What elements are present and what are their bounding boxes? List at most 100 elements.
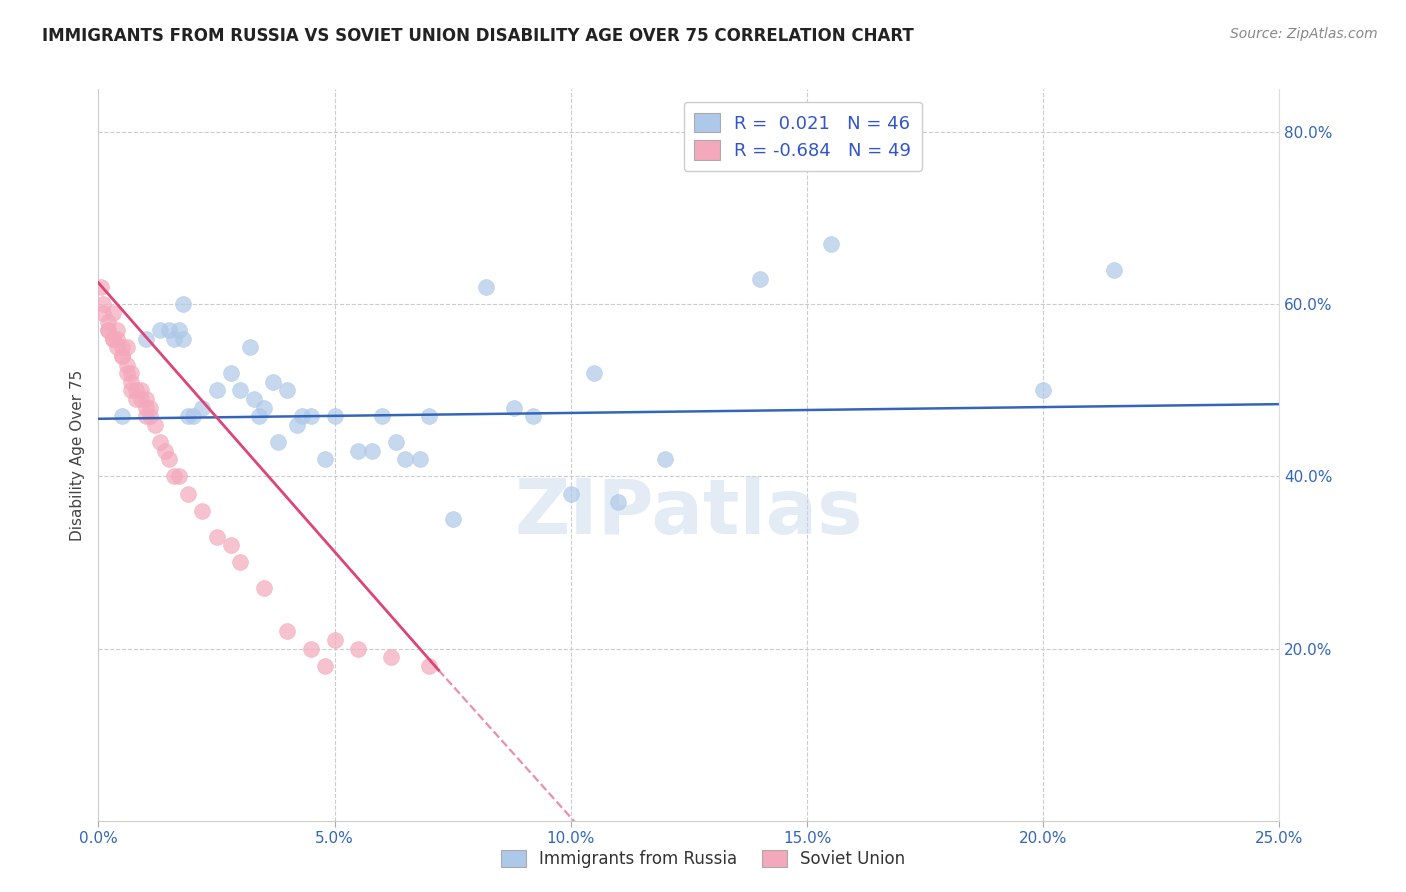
- Point: [91, 297, 114, 311]
- Point: [135, 401, 157, 415]
- Point: [276, 384, 298, 398]
- Point: [247, 409, 270, 424]
- Point: [115, 340, 138, 354]
- Point: [111, 349, 134, 363]
- Point: [380, 650, 402, 665]
- Point: [111, 349, 134, 363]
- Point: [135, 409, 157, 424]
- Text: ZIPatlas: ZIPatlas: [515, 476, 863, 550]
- Point: [262, 375, 284, 389]
- Point: [191, 504, 214, 518]
- Point: [323, 409, 346, 424]
- Point: [205, 530, 228, 544]
- Point: [475, 280, 498, 294]
- Point: [177, 409, 200, 424]
- Point: [191, 401, 214, 415]
- Legend: R =  0.021   N = 46, R = -0.684   N = 49: R = 0.021 N = 46, R = -0.684 N = 49: [683, 102, 922, 170]
- Point: [101, 332, 124, 346]
- Point: [323, 632, 346, 647]
- Point: [408, 452, 430, 467]
- Point: [167, 323, 190, 337]
- Point: [219, 366, 242, 380]
- Point: [115, 366, 138, 380]
- Point: [314, 452, 336, 467]
- Point: [181, 409, 204, 424]
- Point: [394, 452, 416, 467]
- Text: Source: ZipAtlas.com: Source: ZipAtlas.com: [1230, 27, 1378, 41]
- Point: [125, 392, 148, 406]
- Point: [121, 366, 143, 380]
- Point: [229, 384, 252, 398]
- Point: [748, 271, 770, 285]
- Point: [163, 332, 186, 346]
- Point: [299, 641, 322, 656]
- Point: [139, 401, 162, 415]
- Point: [253, 401, 276, 415]
- Point: [97, 323, 120, 337]
- Point: [441, 512, 464, 526]
- Point: [371, 409, 394, 424]
- Point: [607, 495, 630, 509]
- Point: [243, 392, 266, 406]
- Point: [125, 384, 148, 398]
- Point: [111, 409, 134, 424]
- Point: [115, 358, 138, 372]
- Point: [157, 323, 180, 337]
- Point: [560, 486, 582, 500]
- Point: [97, 314, 120, 328]
- Point: [135, 392, 157, 406]
- Point: [172, 332, 194, 346]
- Point: [105, 340, 128, 354]
- Point: [97, 323, 120, 337]
- Point: [347, 641, 370, 656]
- Point: [290, 409, 312, 424]
- Point: [105, 332, 128, 346]
- Point: [299, 409, 322, 424]
- Point: [285, 417, 308, 432]
- Y-axis label: Disability Age Over 75: Disability Age Over 75: [69, 369, 84, 541]
- Point: [101, 332, 124, 346]
- Point: [503, 401, 526, 415]
- Point: [820, 237, 842, 252]
- Point: [153, 443, 176, 458]
- Point: [129, 392, 152, 406]
- Point: [219, 538, 242, 552]
- Point: [163, 469, 186, 483]
- Point: [276, 624, 298, 639]
- Point: [522, 409, 544, 424]
- Text: IMMIGRANTS FROM RUSSIA VS SOVIET UNION DISABILITY AGE OVER 75 CORRELATION CHART: IMMIGRANTS FROM RUSSIA VS SOVIET UNION D…: [42, 27, 914, 45]
- Point: [129, 384, 152, 398]
- Point: [385, 435, 408, 450]
- Point: [172, 297, 194, 311]
- Point: [347, 443, 370, 458]
- Point: [253, 582, 276, 596]
- Point: [90, 280, 112, 294]
- Point: [418, 658, 440, 673]
- Point: [111, 340, 134, 354]
- Point: [418, 409, 440, 424]
- Point: [239, 340, 262, 354]
- Point: [267, 435, 290, 450]
- Point: [121, 375, 143, 389]
- Point: [1032, 384, 1054, 398]
- Point: [101, 306, 124, 320]
- Point: [1102, 263, 1125, 277]
- Point: [105, 323, 128, 337]
- Point: [866, 125, 889, 139]
- Point: [143, 417, 166, 432]
- Point: [361, 443, 384, 458]
- Point: [139, 409, 162, 424]
- Point: [583, 366, 606, 380]
- Point: [135, 332, 157, 346]
- Legend: Immigrants from Russia, Soviet Union: Immigrants from Russia, Soviet Union: [494, 843, 912, 875]
- Point: [205, 384, 228, 398]
- Point: [167, 469, 190, 483]
- Point: [654, 452, 676, 467]
- Point: [229, 556, 252, 570]
- Point: [157, 452, 180, 467]
- Point: [149, 435, 172, 450]
- Point: [121, 384, 143, 398]
- Point: [177, 486, 200, 500]
- Point: [314, 658, 336, 673]
- Point: [149, 323, 172, 337]
